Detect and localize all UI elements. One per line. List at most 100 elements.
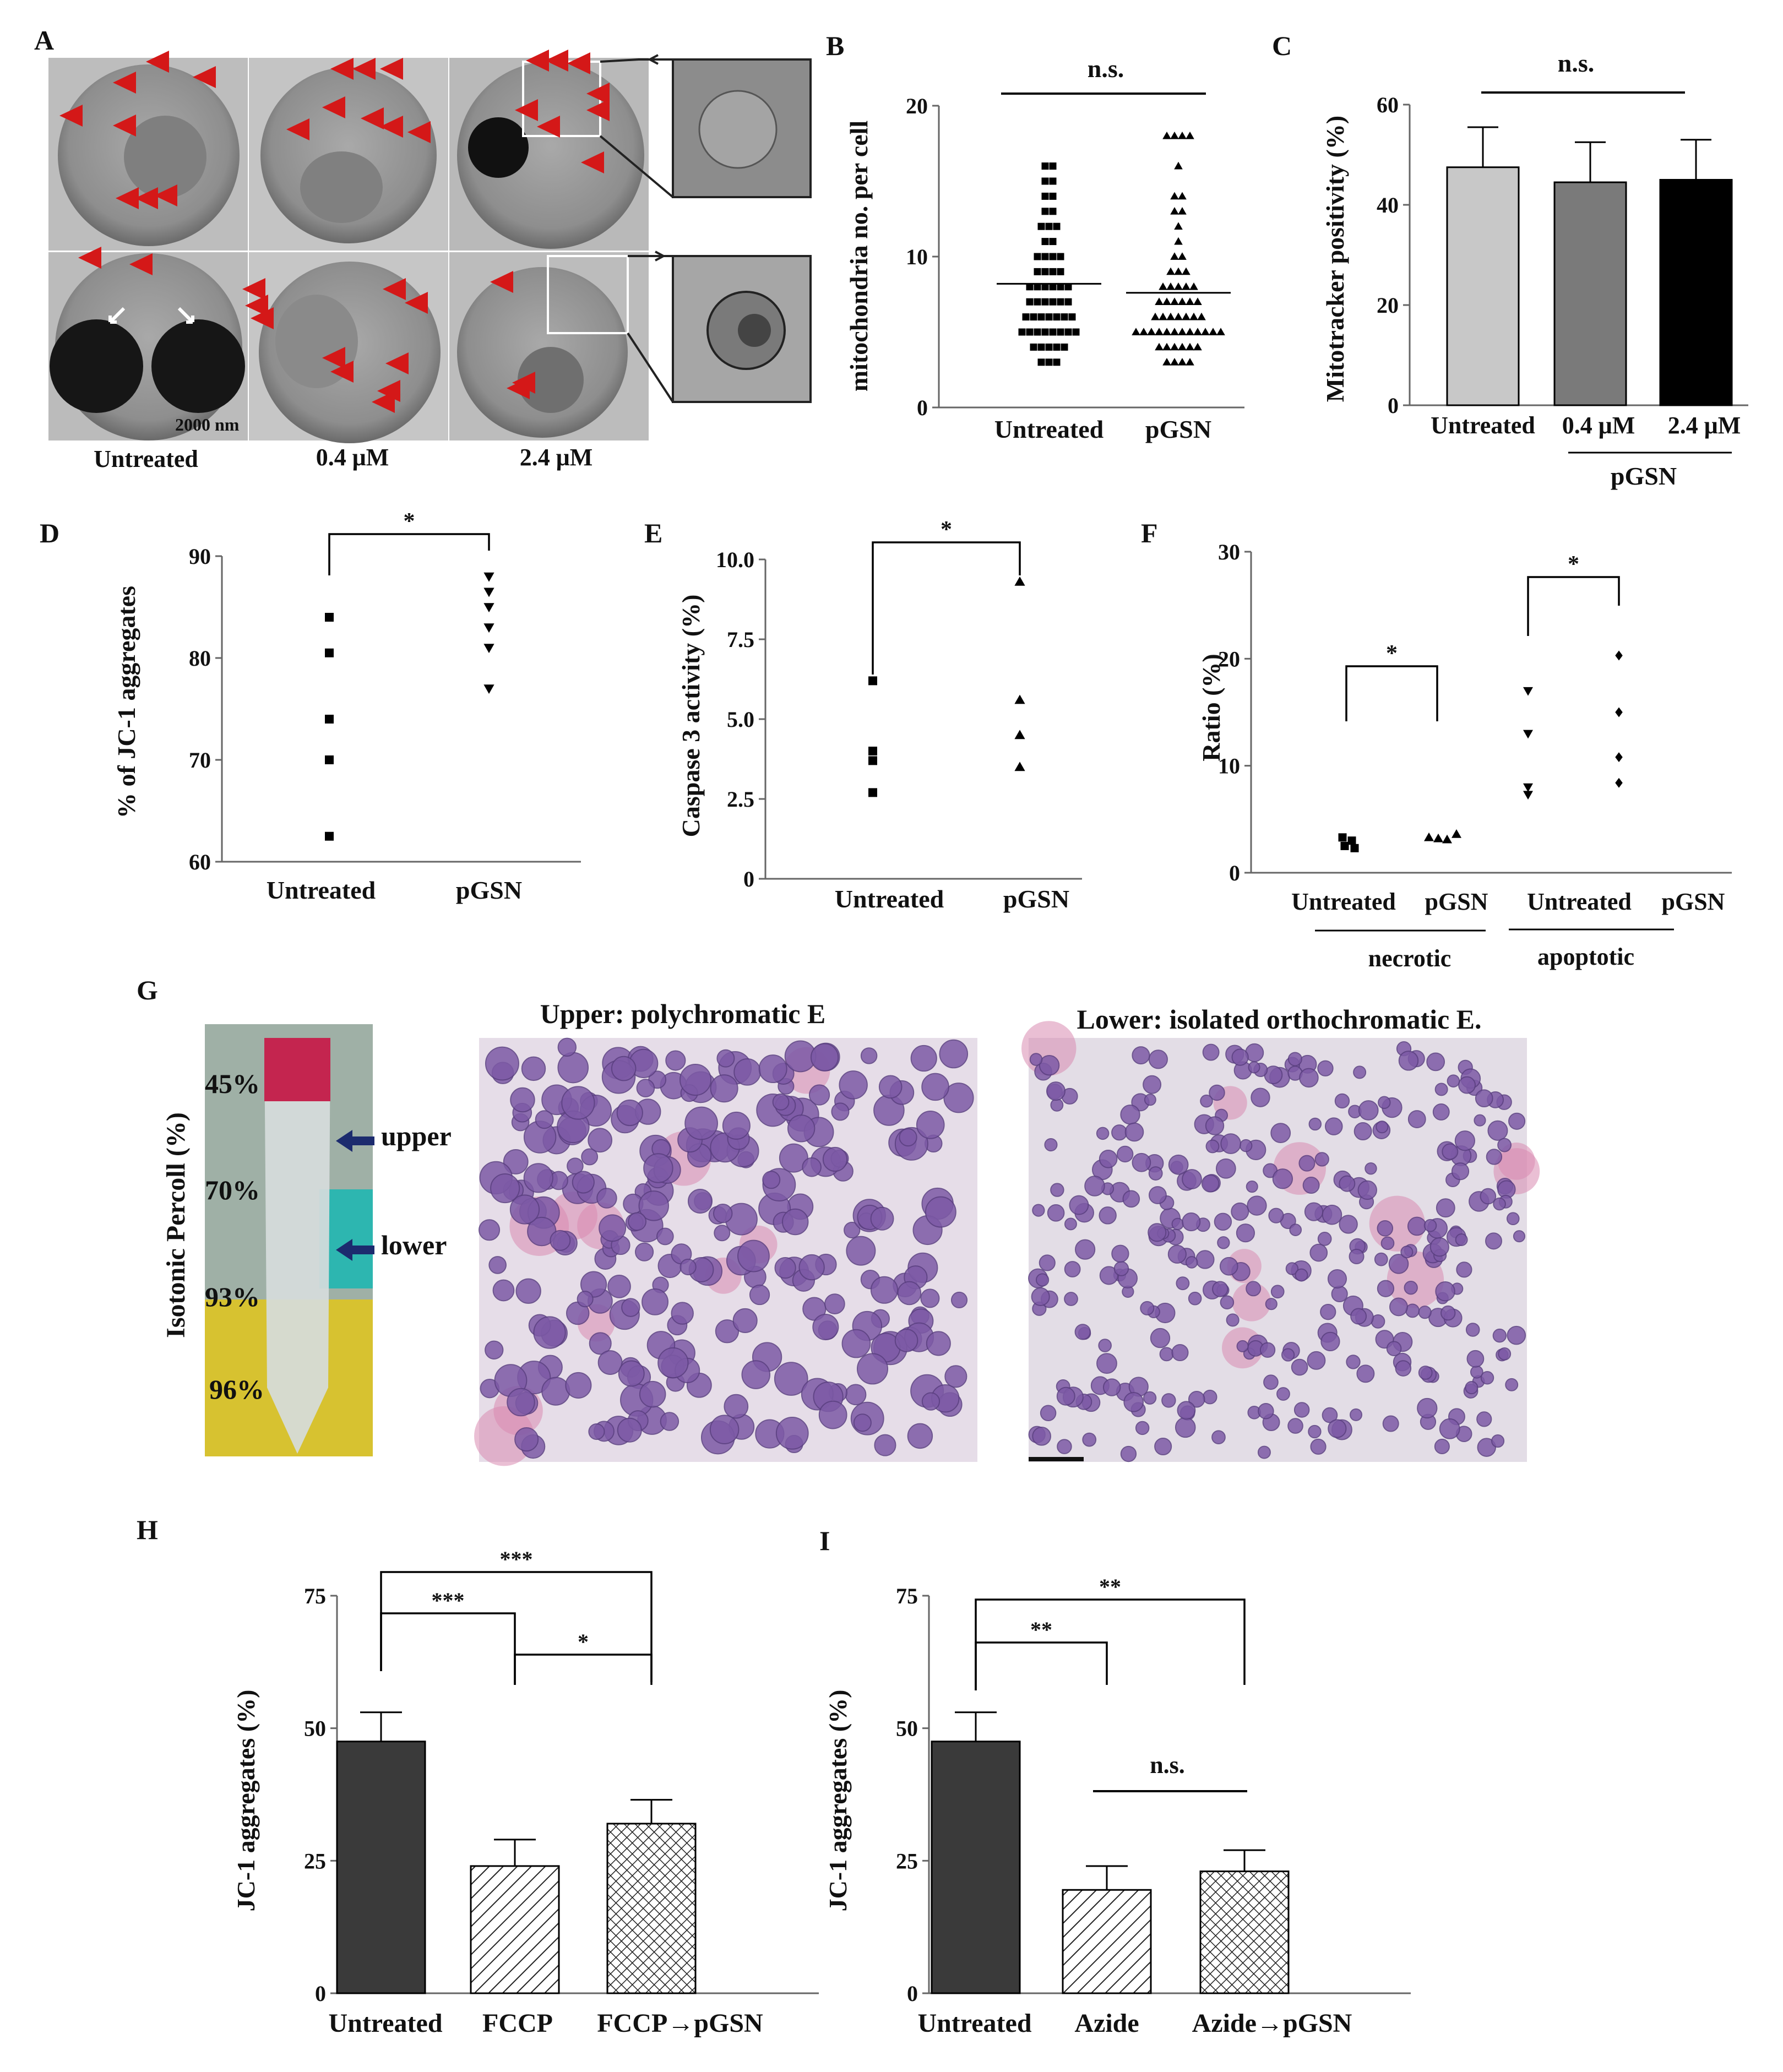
stained-cell xyxy=(1247,1195,1267,1216)
stained-cell xyxy=(1171,1344,1189,1362)
stained-cell xyxy=(1082,1432,1097,1447)
stained-cell xyxy=(1167,1244,1187,1264)
stained-cell xyxy=(577,1291,594,1308)
stained-cell xyxy=(1148,1223,1167,1242)
significance-label: n.s. xyxy=(1150,1752,1185,1779)
y-tick-label: 20 xyxy=(906,94,928,118)
y-axis-label: Mitotracker positivity (%) xyxy=(1321,116,1349,402)
stained-cell xyxy=(1231,1202,1249,1221)
data-point xyxy=(1049,283,1057,291)
stained-cell xyxy=(1231,1048,1249,1066)
significance-bracket xyxy=(328,533,490,575)
stained-cell xyxy=(715,1319,740,1344)
tube-label-96: 96% xyxy=(209,1374,264,1405)
stained-cell xyxy=(920,1288,940,1308)
stained-cell xyxy=(1324,1117,1343,1135)
stained-cell xyxy=(1258,1403,1274,1420)
red-arrow-icon xyxy=(322,96,345,118)
red-arrow-icon xyxy=(59,105,83,127)
data-point xyxy=(1193,297,1202,306)
y-tick-label: 40 xyxy=(1377,193,1399,217)
red-arrow-icon xyxy=(581,151,604,173)
bar xyxy=(1446,166,1520,406)
stained-cell xyxy=(1506,1212,1520,1226)
stained-cell xyxy=(844,1221,861,1239)
data-point xyxy=(1061,313,1068,321)
stained-cell xyxy=(1096,1127,1110,1140)
upper-arrow-icon xyxy=(336,1130,374,1152)
x-tick-label: FCCP xyxy=(482,2009,553,2038)
stained-cell xyxy=(1308,1424,1322,1439)
significance-bracket xyxy=(975,1598,1246,1690)
data-point xyxy=(1166,282,1175,290)
stained-cell xyxy=(1099,1266,1118,1285)
stained-cell xyxy=(1317,1060,1334,1076)
stained-cell xyxy=(1099,1150,1118,1168)
data-point xyxy=(1170,252,1179,260)
stained-cell xyxy=(1148,1166,1163,1181)
panel-f-chart: 0 10 20 30 Ratio (%) Untreated pGSN Untreated pG… xyxy=(1197,540,1732,972)
stained-cell xyxy=(1466,1350,1485,1368)
stained-cell xyxy=(492,1279,515,1302)
stained-cell xyxy=(1116,1145,1134,1163)
data-point xyxy=(1178,192,1187,200)
arrow-label-upper: upper xyxy=(381,1121,452,1151)
stained-cell xyxy=(1314,1152,1329,1167)
significance-bracket xyxy=(514,1654,653,1685)
stained-cell xyxy=(870,1206,894,1231)
red-arrow-icon xyxy=(545,50,568,72)
stained-cell xyxy=(1295,1268,1308,1282)
white-arrow-icon xyxy=(177,307,194,324)
image-title-lower: Lower: isolated orthochromatic E. xyxy=(1077,1004,1481,1035)
data-point xyxy=(1057,298,1064,306)
data-point xyxy=(1155,297,1164,306)
stained-cell xyxy=(749,1284,770,1306)
y-tick-label: 90 xyxy=(189,544,211,569)
x-tick-label: Untreated xyxy=(1527,888,1632,915)
em-roi-box xyxy=(547,255,629,334)
stained-cell xyxy=(1389,1297,1408,1317)
data-point xyxy=(325,831,334,841)
stained-cell xyxy=(1281,1348,1295,1362)
stained-cell xyxy=(1357,1180,1377,1200)
stained-cell xyxy=(533,1316,566,1349)
stained-cell xyxy=(907,1423,933,1449)
stained-cell xyxy=(1339,1215,1358,1234)
data-point xyxy=(1523,783,1533,792)
stained-cell xyxy=(1276,1387,1290,1401)
stained-cell xyxy=(716,1049,735,1068)
stained-cell xyxy=(611,1056,637,1081)
stained-cell xyxy=(1299,1068,1319,1088)
panel-i-chart: 0 25 50 75 JC-1 aggregates (%) Untreated Azide… xyxy=(824,1574,1411,2038)
stained-cell xyxy=(1050,1098,1064,1112)
stained-cell xyxy=(1171,1217,1184,1231)
stained-cell xyxy=(1064,1217,1077,1231)
data-point xyxy=(1139,328,1148,335)
stained-cell xyxy=(1289,1223,1302,1236)
y-tick-label: 25 xyxy=(896,1848,918,1873)
stained-cell xyxy=(1064,1292,1078,1306)
stained-cell xyxy=(1149,1186,1167,1204)
data-point xyxy=(1193,342,1202,351)
stained-cell xyxy=(1217,1236,1230,1249)
data-point xyxy=(1178,207,1187,215)
stained-cell xyxy=(1268,1208,1284,1223)
data-point xyxy=(1166,267,1175,275)
stained-cell xyxy=(1339,1175,1356,1192)
red-arrow-icon xyxy=(286,118,309,140)
red-arrow-icon xyxy=(380,116,403,138)
data-point xyxy=(1041,177,1049,185)
stained-cell xyxy=(709,1415,740,1444)
stained-cell xyxy=(1498,1347,1512,1361)
x-tick-label: pGSN xyxy=(1425,888,1488,915)
stained-cell xyxy=(1124,1122,1144,1142)
data-point xyxy=(1034,253,1041,260)
significance-bracket xyxy=(380,1571,653,1682)
stained-cell xyxy=(1477,1438,1496,1457)
y-tick-label: 50 xyxy=(896,1716,918,1741)
y-tick-label: 5.0 xyxy=(727,707,754,732)
stained-cell xyxy=(1475,1089,1493,1108)
data-point xyxy=(1170,192,1179,200)
stained-cell xyxy=(1209,1084,1225,1101)
y-tick-label: 60 xyxy=(1377,93,1399,117)
